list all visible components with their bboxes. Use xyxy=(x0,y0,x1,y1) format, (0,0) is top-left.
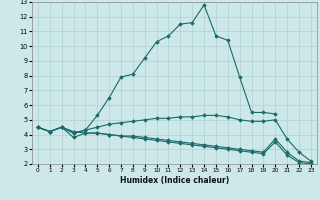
X-axis label: Humidex (Indice chaleur): Humidex (Indice chaleur) xyxy=(120,176,229,185)
